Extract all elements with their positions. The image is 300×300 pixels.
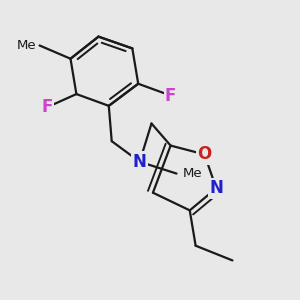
Text: N: N — [209, 179, 223, 197]
Text: F: F — [165, 86, 176, 104]
Text: N: N — [133, 153, 147, 171]
Text: Me: Me — [183, 167, 203, 180]
Text: O: O — [197, 146, 212, 164]
Text: Me: Me — [17, 39, 37, 52]
Text: F: F — [41, 98, 52, 116]
